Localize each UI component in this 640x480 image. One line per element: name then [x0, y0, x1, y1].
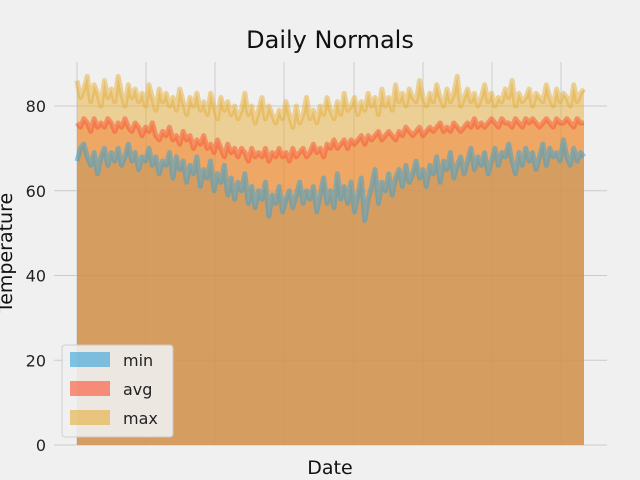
y-tick-label: 0 — [36, 436, 46, 455]
legend-swatch-min — [70, 352, 110, 367]
line-series — [74, 73, 586, 223]
y-tick-label: 40 — [26, 267, 46, 286]
line-min — [74, 137, 586, 223]
line-max — [74, 73, 586, 130]
y-tick-label: 80 — [26, 97, 46, 116]
legend: min avg max — [61, 344, 174, 438]
legend-label-avg: avg — [123, 380, 152, 399]
y-tick-label: 20 — [26, 351, 46, 370]
y-tick-labels: 0 20 40 60 80 — [26, 97, 46, 455]
x-axis-label: Date — [307, 457, 352, 479]
y-tick-label: 60 — [26, 182, 46, 201]
legend-label-min: min — [123, 351, 153, 370]
legend-label-max: max — [123, 409, 158, 428]
chart-title: Daily Normals — [246, 26, 414, 54]
legend-swatch-avg — [70, 381, 110, 396]
legend-swatch-max — [70, 410, 110, 425]
y-axis-label: Temperature — [0, 193, 17, 314]
line-avg — [75, 116, 584, 164]
